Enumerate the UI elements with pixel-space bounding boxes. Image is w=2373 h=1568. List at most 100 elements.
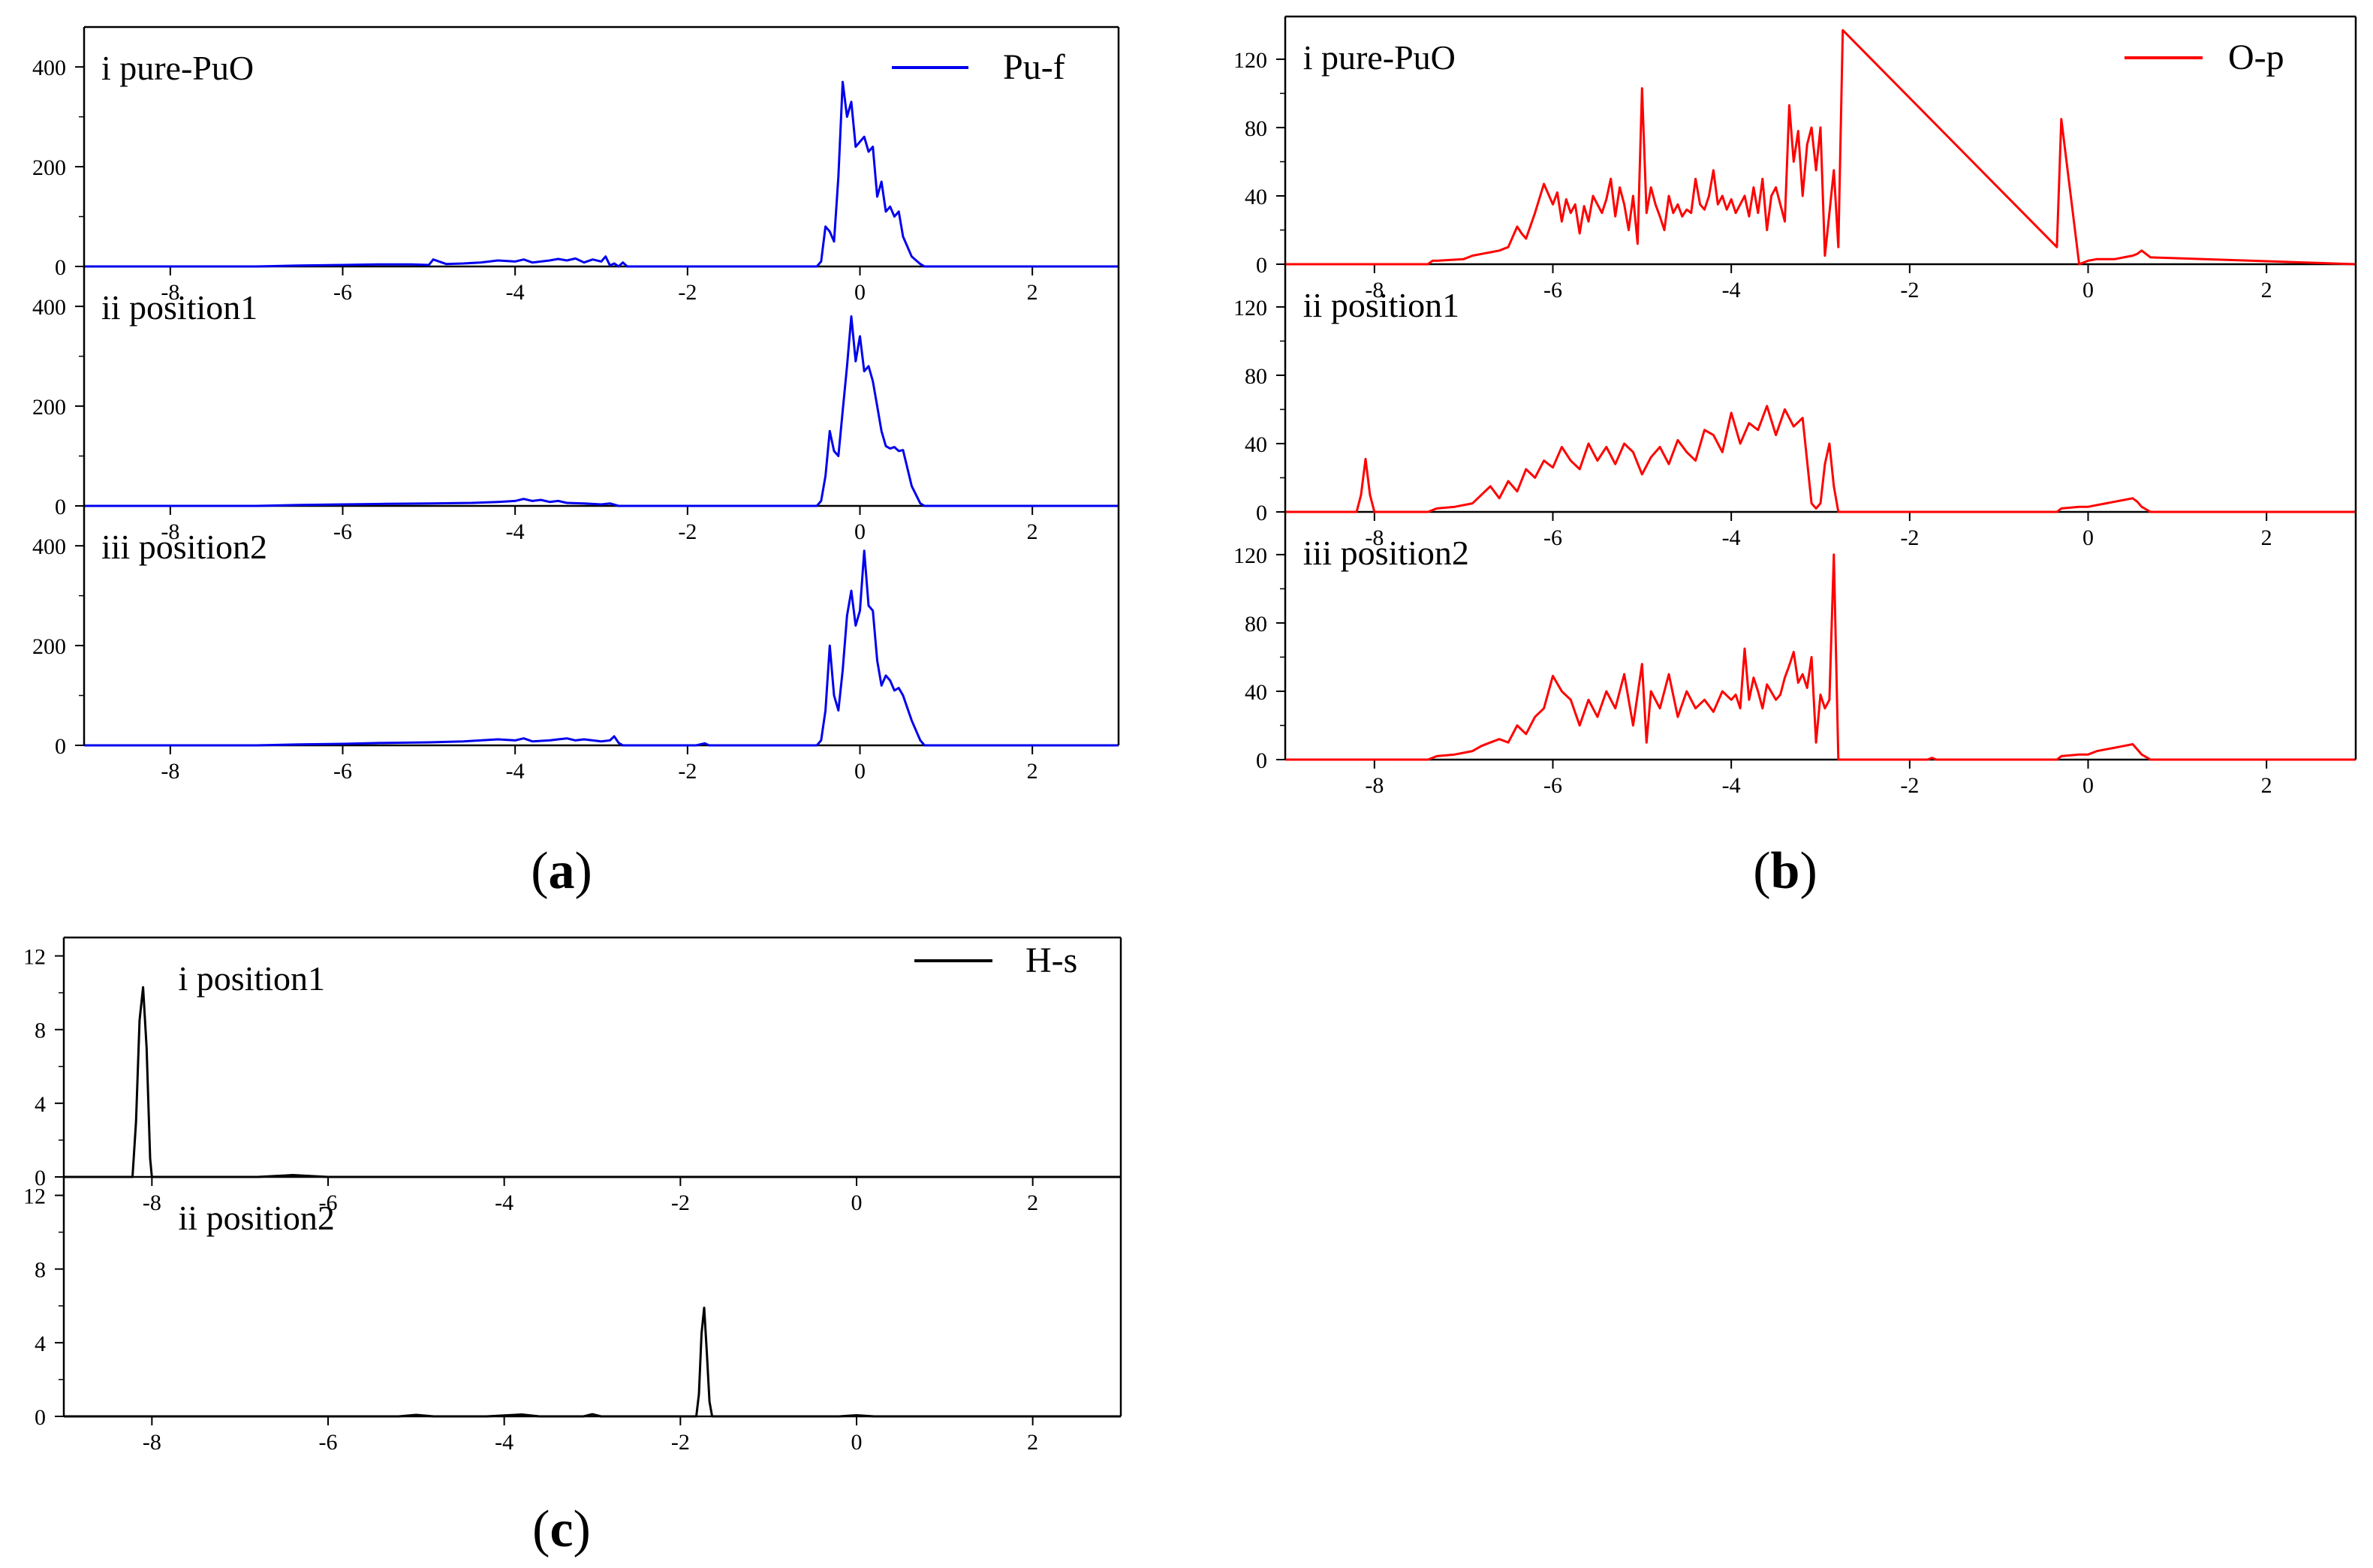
- caption-c: (c): [532, 1500, 591, 1558]
- y-tick-label: 0: [35, 1405, 46, 1430]
- x-tick-label: 2: [1027, 519, 1038, 544]
- y-tick-label: 400: [32, 56, 66, 80]
- x-tick-label: 0: [2082, 773, 2094, 798]
- x-tick-label: 2: [2261, 278, 2272, 302]
- series-line: [1285, 29, 2356, 266]
- y-tick-label: 4: [35, 1332, 46, 1356]
- x-tick-label: 0: [851, 1430, 863, 1455]
- x-tick-label: -6: [1543, 525, 1562, 550]
- y-tick-label: 0: [55, 734, 66, 759]
- legend-label: H-s: [1025, 940, 1077, 980]
- x-tick-label: 2: [1027, 1430, 1038, 1455]
- x-tick-label: -6: [319, 1190, 338, 1215]
- y-tick-label: 40: [1245, 432, 1267, 457]
- y-tick-label: 80: [1245, 116, 1267, 141]
- y-tick-label: 12: [23, 1184, 46, 1209]
- y-tick-label: 40: [1245, 185, 1267, 209]
- x-tick-label: -6: [333, 280, 352, 305]
- x-tick-label: -2: [1900, 773, 1919, 798]
- x-tick-label: 2: [2261, 773, 2272, 798]
- y-tick-label: 400: [32, 534, 66, 559]
- x-tick-label: 0: [2082, 278, 2094, 302]
- y-tick-label: 40: [1245, 680, 1267, 705]
- panel-a-2: -8 -6 -4 -2 0 2 0 200 400 ii position1: [32, 288, 1119, 544]
- y-tick-label: 120: [1233, 543, 1267, 568]
- x-tick-label: -8: [1365, 525, 1384, 550]
- x-tick-label: -2: [678, 519, 697, 544]
- x-tick-label: -6: [333, 759, 352, 784]
- x-tick-label: -4: [495, 1190, 513, 1215]
- x-tick-label: 2: [1027, 1190, 1038, 1215]
- x-tick-label: -4: [1722, 773, 1741, 798]
- x-tick-label: -2: [678, 759, 697, 784]
- y-tick-label: 0: [55, 255, 66, 280]
- y-tick-label: 120: [1233, 296, 1267, 321]
- x-tick-label: 0: [851, 1190, 863, 1215]
- x-tick-label: -8: [143, 1190, 161, 1215]
- x-tick-label: 2: [1027, 280, 1038, 305]
- panel-label: ii position1: [1303, 286, 1459, 324]
- x-tick-label: -8: [143, 1430, 161, 1455]
- x-tick-label: -8: [161, 519, 179, 544]
- x-tick-label: -8: [1365, 773, 1384, 798]
- x-tick-label: -8: [1365, 278, 1384, 302]
- series-line: [84, 315, 1119, 507]
- panel-label: i position1: [179, 959, 326, 998]
- y-tick-label: 0: [55, 495, 66, 519]
- x-tick-label: -2: [1900, 525, 1919, 550]
- x-tick-label: -2: [1900, 278, 1919, 302]
- x-tick-label: 0: [854, 280, 866, 305]
- x-tick-label: -4: [1722, 525, 1741, 550]
- x-tick-label: 2: [2261, 525, 2272, 550]
- series-line: [1285, 405, 2356, 513]
- y-tick-label: 200: [32, 155, 66, 180]
- panel-label: iii position2: [1303, 534, 1469, 572]
- y-tick-label: 0: [35, 1166, 46, 1190]
- series-line: [64, 1306, 1121, 1418]
- y-tick-label: 80: [1245, 612, 1267, 637]
- x-tick-label: 2: [1027, 759, 1038, 784]
- x-tick-label: -4: [495, 1430, 513, 1455]
- x-tick-label: 0: [854, 759, 866, 784]
- chart-c: -8 -6 -4 -2 0 2 0 4 8 12 i position1 -8 -6 -4 -2 0 2 0 4 8 1…: [23, 936, 1122, 1455]
- panel-label: ii position1: [101, 288, 257, 327]
- x-tick-label: -4: [506, 759, 525, 784]
- y-tick-label: 80: [1245, 364, 1267, 389]
- x-tick-label: -2: [671, 1430, 690, 1455]
- series-line: [1285, 553, 2356, 761]
- x-tick-label: -6: [333, 519, 352, 544]
- y-tick-label: 120: [1233, 48, 1267, 73]
- legend: O-p: [2125, 38, 2284, 77]
- series-line: [84, 549, 1119, 747]
- series-line: [84, 80, 1119, 268]
- legend: Pu-f: [892, 47, 1065, 87]
- panel-a-3: -8 -6 -4 -2 0 2 0 200 400 iii position2: [32, 528, 1119, 784]
- y-tick-label: 8: [35, 1258, 46, 1283]
- panel-a-1: -8 -6 -4 -2 0 2 0 200 400 i pure-PuO: [32, 49, 1119, 305]
- y-tick-label: 400: [32, 295, 66, 320]
- y-tick-label: 0: [1256, 501, 1267, 525]
- x-tick-label: -6: [1543, 278, 1562, 302]
- y-tick-label: 4: [35, 1092, 46, 1117]
- y-tick-label: 200: [32, 634, 66, 659]
- x-tick-label: -2: [671, 1190, 690, 1215]
- panel-label: i pure-PuO: [101, 49, 254, 87]
- panel-label: ii position2: [179, 1199, 335, 1237]
- x-tick-label: 0: [2082, 525, 2094, 550]
- caption-b: (b): [1753, 842, 1817, 900]
- x-tick-label: -4: [506, 280, 525, 305]
- x-tick-label: -8: [161, 759, 179, 784]
- panel-label: i pure-PuO: [1303, 38, 1456, 77]
- panel-c-1: -8 -6 -4 -2 0 2 0 4 8 12 i position1: [23, 945, 1121, 1215]
- x-tick-label: -4: [506, 519, 525, 544]
- legend: H-s: [914, 940, 1077, 980]
- x-tick-label: -8: [161, 280, 179, 305]
- x-tick-label: 0: [854, 519, 866, 544]
- panel-label: iii position2: [101, 528, 267, 566]
- legend-label: Pu-f: [1003, 47, 1065, 87]
- x-tick-label: -6: [319, 1430, 338, 1455]
